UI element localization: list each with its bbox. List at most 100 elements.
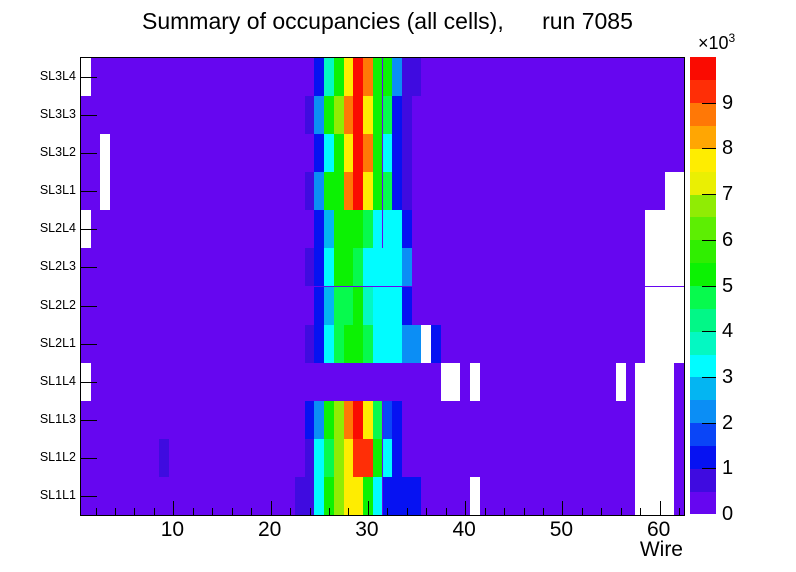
heatmap-cell	[343, 172, 354, 211]
x-axis-minor-tick	[251, 508, 253, 515]
heatmap-row-SL1L1	[81, 476, 684, 515]
colorbar-tick	[702, 331, 716, 333]
x-axis-label-20: 20	[257, 518, 282, 541]
heatmap-cell	[343, 476, 364, 515]
x-axis-minor-tick	[115, 508, 117, 515]
heatmap-cell	[343, 58, 354, 97]
colorbar-label-1: 1	[722, 457, 734, 480]
heatmap-cell	[314, 172, 325, 211]
heatmap-cell	[392, 438, 402, 477]
heatmap-cell	[314, 134, 325, 173]
heatmap-cell	[363, 58, 373, 97]
heatmap-cell	[401, 172, 412, 211]
heatmap-cell	[372, 96, 383, 135]
heatmap-cell	[372, 172, 383, 211]
heatmap-cell	[333, 400, 344, 439]
colorbar-band	[690, 331, 716, 355]
heatmap-cell	[401, 210, 412, 249]
x-axis-major-tick	[659, 501, 661, 515]
colorbar-label-7: 7	[722, 183, 734, 206]
colorbar-band	[690, 79, 716, 104]
x-axis-minor-tick	[504, 508, 506, 515]
plot-area	[80, 57, 685, 516]
heatmap-cell	[333, 324, 344, 363]
heatmap-cell	[353, 438, 373, 477]
heatmap-cell	[314, 438, 325, 477]
x-axis-minor-tick	[406, 508, 408, 515]
x-axis-minor-tick	[192, 508, 194, 515]
y-axis-label-SL3L1: SL3L1	[39, 183, 76, 198]
colorbar-tick	[702, 376, 716, 378]
heatmap-cell	[363, 172, 373, 211]
heatmap-cell	[431, 324, 441, 363]
heatmap-cell	[314, 248, 325, 287]
heatmap-cell	[333, 172, 344, 211]
colorbar-label-5: 5	[722, 274, 734, 297]
heatmap-cell	[401, 134, 412, 173]
heatmap-cell	[314, 400, 325, 439]
heatmap-empty-cell	[470, 362, 480, 401]
heatmap-cell	[353, 400, 364, 439]
colorbar-band	[690, 285, 716, 309]
heatmap-empty-cell	[81, 362, 91, 401]
heatmap-cell	[363, 96, 373, 135]
heatmap-empty-cell	[645, 324, 684, 363]
heatmap-cell	[363, 400, 373, 439]
heatmap-cell	[392, 96, 402, 135]
heatmap-empty-cell	[645, 248, 684, 287]
heatmap-cell	[333, 438, 344, 477]
heatmap-empty-cell	[635, 362, 675, 401]
colorbar	[690, 57, 716, 515]
heatmap-cell	[382, 476, 422, 515]
x-axis-minor-tick	[153, 508, 155, 515]
y-axis-label-SL2L3: SL2L3	[39, 259, 76, 274]
heatmap-cell	[363, 476, 373, 515]
colorbar-label-0: 0	[722, 503, 734, 525]
x-axis-minor-tick	[134, 508, 136, 515]
heatmap-cell	[353, 248, 364, 287]
heatmap-cell	[324, 96, 334, 135]
colorbar-band	[690, 171, 716, 195]
heatmap-cell	[158, 438, 169, 477]
colorbar-band	[690, 491, 716, 515]
heatmap-cell	[372, 134, 383, 173]
heatmap-cell	[304, 248, 315, 287]
x-axis-minor-tick	[212, 508, 214, 515]
x-axis-minor-tick	[484, 508, 486, 515]
heatmap-row-SL2L1	[81, 324, 684, 363]
heatmap-empty-cell	[615, 362, 626, 401]
heatmap-cell	[333, 210, 344, 249]
x-axis-minor-tick	[290, 508, 292, 515]
heatmap-cell	[343, 324, 354, 363]
colorbar-label-2: 2	[722, 411, 734, 434]
heatmap-cell	[324, 438, 334, 477]
heatmap-row-SL2L3	[81, 248, 684, 287]
colorbar-tick	[702, 194, 716, 196]
x-axis-label-50: 50	[549, 518, 574, 541]
heatmap-cell	[333, 476, 344, 515]
colorbar-label-6: 6	[722, 228, 734, 251]
heatmap-cell	[304, 172, 315, 211]
heatmap-cell	[343, 96, 354, 135]
x-axis-minor-tick	[640, 508, 642, 515]
x-axis-minor-tick	[231, 508, 233, 515]
heatmap-row-SL1L2	[81, 438, 684, 477]
x-axis-minor-tick	[445, 508, 447, 515]
heatmap-cell	[392, 400, 402, 439]
heatmap-cell	[333, 134, 344, 173]
heatmap-cell	[382, 400, 393, 439]
multiplier-exponent: 3	[728, 31, 736, 45]
heatmap-cell	[363, 248, 402, 287]
heatmap-empty-cell	[645, 286, 684, 325]
heatmap-cell	[324, 286, 334, 325]
heatmap-row-SL3L3	[81, 96, 684, 135]
heatmap-cell	[353, 286, 364, 325]
colorbar-tick	[702, 102, 716, 104]
x-axis-minor-tick	[679, 508, 681, 515]
colorbar-tick	[702, 422, 716, 424]
x-axis-label-60: 60	[646, 518, 671, 541]
heatmap-cell	[304, 324, 315, 363]
x-axis-label-10: 10	[160, 518, 185, 541]
colorbar-band	[690, 216, 716, 241]
chart-title: Summary of occupancies (all cells), run …	[142, 8, 633, 34]
